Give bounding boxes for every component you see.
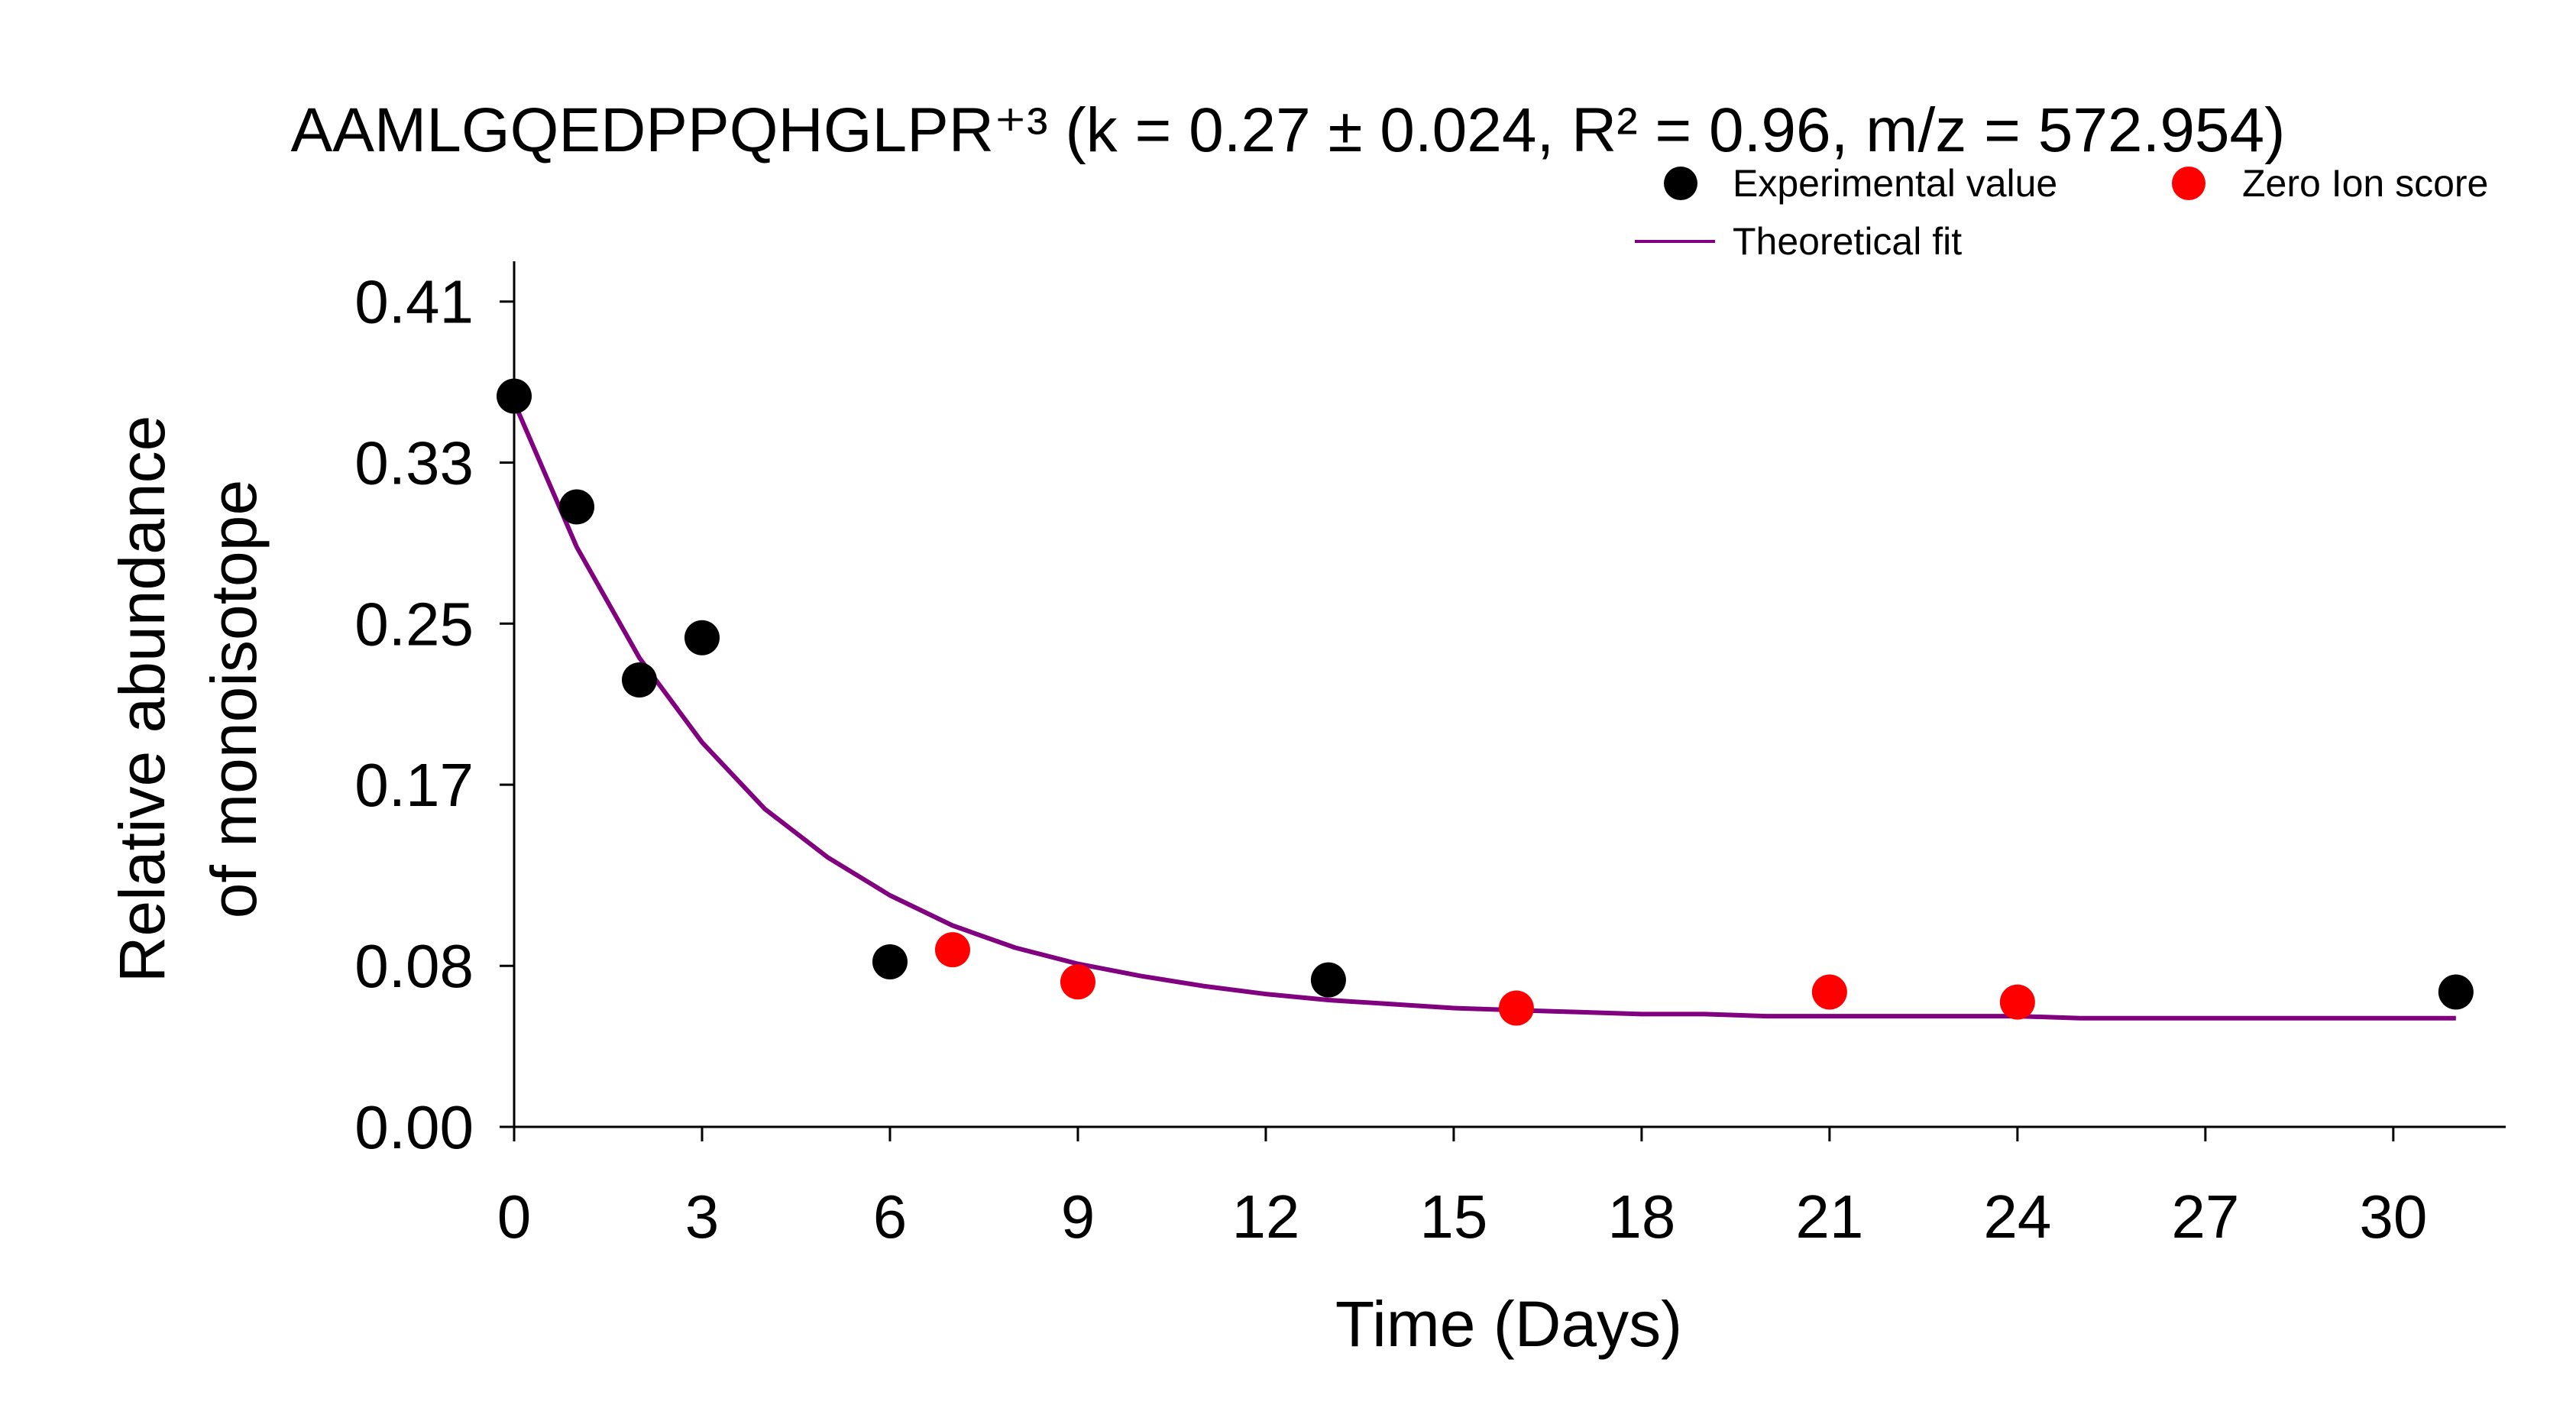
y-axis-label-line-1: Relative abundance bbox=[106, 416, 178, 983]
x-tick-label: 6 bbox=[873, 1183, 908, 1251]
experimental-value-point bbox=[558, 489, 594, 525]
x-tick-label: 21 bbox=[1795, 1183, 1863, 1251]
zero-ion-score-point bbox=[1060, 964, 1095, 1000]
zero-ion-score-point bbox=[1498, 990, 1534, 1026]
experimental-value-point bbox=[621, 662, 657, 698]
x-tick-label: 27 bbox=[2171, 1183, 2239, 1251]
legend-label-theoretical-fit: Theoretical fit bbox=[1733, 220, 1962, 263]
experimental-value-point bbox=[1310, 962, 1346, 998]
legend-marker-experimental-value bbox=[1664, 167, 1697, 200]
chart-title: AAMLGQEDPPQHGLPR⁺³ (k = 0.27 ± 0.024, R²… bbox=[291, 95, 2286, 165]
zero-ion-score-point bbox=[1999, 984, 2035, 1020]
x-tick-label: 3 bbox=[685, 1183, 720, 1251]
x-tick-label: 30 bbox=[2359, 1183, 2427, 1251]
theoretical-fit-line bbox=[512, 401, 2456, 1021]
y-axis-label: Relative abundance of monoisotope bbox=[106, 416, 270, 983]
y-axis-ticks: 0.00 0.08 0.17 0.25 0.33 0.41 bbox=[354, 268, 514, 1161]
zero-ion-score-point bbox=[1811, 974, 1847, 1010]
experimental-value-point bbox=[872, 944, 908, 979]
x-tick-label: 9 bbox=[1061, 1183, 1095, 1251]
x-axis-ticks: 0 3 6 9 12 15 18 21 24 27 30 bbox=[497, 1127, 2427, 1251]
x-axis-label: Time (Days) bbox=[1335, 1288, 1682, 1360]
y-tick-label: 0.41 bbox=[354, 268, 474, 336]
y-tick-label: 0.25 bbox=[354, 590, 474, 658]
y-tick-label: 0.08 bbox=[354, 932, 474, 1000]
experimental-value-point bbox=[2438, 974, 2474, 1010]
x-tick-label: 0 bbox=[497, 1183, 532, 1251]
experimental-value-point bbox=[684, 620, 720, 655]
experimental-value-point bbox=[497, 378, 532, 414]
legend-label-zero-ion-score: Zero Ion score bbox=[2242, 162, 2488, 205]
x-tick-label: 18 bbox=[1607, 1183, 1675, 1251]
y-tick-label: 0.33 bbox=[354, 429, 474, 497]
zero-ion-score-point bbox=[934, 932, 970, 968]
legend: Experimental value Zero Ion score Theoreti… bbox=[1635, 162, 2488, 263]
x-tick-label: 24 bbox=[1983, 1183, 2051, 1251]
y-tick-label: 0.17 bbox=[354, 751, 474, 819]
legend-label-experimental-value: Experimental value bbox=[1733, 162, 2057, 205]
y-axis-label-line-2: of monoisotope bbox=[198, 480, 270, 918]
x-tick-label: 12 bbox=[1231, 1183, 1299, 1251]
data-points-layer bbox=[497, 378, 2474, 1026]
fit-line-layer bbox=[512, 401, 2456, 1021]
y-tick-label: 0.00 bbox=[354, 1093, 474, 1161]
x-tick-label: 15 bbox=[1419, 1183, 1487, 1251]
legend-marker-zero-ion-score bbox=[2172, 167, 2205, 200]
